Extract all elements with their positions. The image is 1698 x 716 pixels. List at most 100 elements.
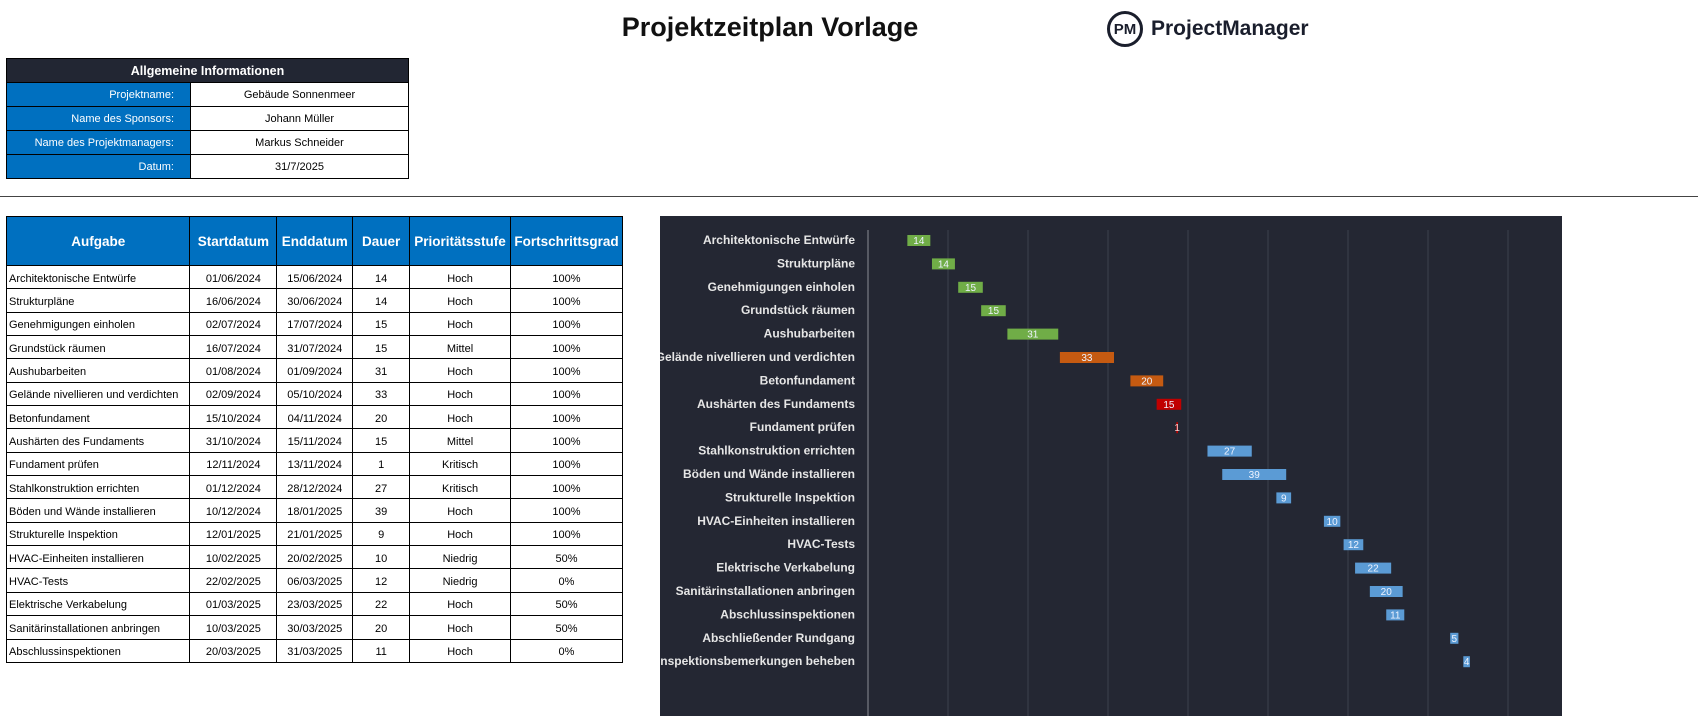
task-name-cell[interactable]: Aushubarbeiten [5,358,191,383]
task-name-cell[interactable]: Gelände nivellieren und verdichten [5,381,191,407]
end-date-cell[interactable]: 06/03/2025 [276,568,354,593]
start-date-cell[interactable]: 01/12/2024 [189,475,278,500]
duration-cell[interactable]: 20 [352,405,411,430]
priority-cell[interactable]: Hoch [409,591,511,617]
task-bar[interactable] [1463,656,1470,668]
progress-cell[interactable]: 50% [510,615,623,640]
duration-cell[interactable]: 11 [352,638,411,663]
info-value[interactable]: Gebäude Sonnenmeer [190,82,409,107]
end-date-cell[interactable]: 05/10/2024 [276,381,354,407]
duration-cell[interactable]: 27 [352,475,411,500]
start-date-cell[interactable]: 16/06/2024 [189,288,278,313]
start-date-cell[interactable]: 12/01/2025 [189,521,278,547]
priority-cell[interactable]: Kritisch [409,475,511,500]
task-name-cell[interactable]: HVAC-Tests [5,568,191,593]
info-value[interactable]: 31/7/2025 [190,154,409,179]
start-date-cell[interactable]: 10/02/2025 [189,545,278,570]
task-name-cell[interactable]: Architektonische Entwürfe [5,264,191,290]
task-bar[interactable] [1355,562,1392,574]
priority-cell[interactable]: Mittel [409,428,511,453]
end-date-cell[interactable]: 28/12/2024 [276,475,354,500]
duration-cell[interactable]: 20 [352,615,411,640]
end-date-cell[interactable]: 18/01/2025 [276,498,354,523]
progress-cell[interactable]: 100% [510,475,623,500]
end-date-cell[interactable]: 31/03/2025 [276,638,354,663]
priority-cell[interactable]: Niedrig [409,545,511,570]
task-bar[interactable] [1207,445,1252,457]
progress-cell[interactable]: 100% [510,311,623,337]
task-name-cell[interactable]: Strukturelle Inspektion [5,521,191,547]
end-date-cell[interactable]: 17/07/2024 [276,311,354,337]
start-date-cell[interactable]: 02/07/2024 [189,311,278,337]
task-bar[interactable] [1176,422,1178,434]
priority-cell[interactable]: Hoch [409,381,511,407]
end-date-cell[interactable]: 20/02/2025 [276,545,354,570]
task-name-cell[interactable]: Genehmigungen einholen [5,311,191,337]
duration-cell[interactable]: 14 [352,264,411,290]
duration-cell[interactable]: 33 [352,381,411,407]
task-name-cell[interactable]: HVAC-Einheiten installieren [5,545,191,570]
priority-cell[interactable]: Hoch [409,405,511,430]
duration-cell[interactable]: 14 [352,288,411,313]
end-date-cell[interactable]: 31/07/2024 [276,335,354,360]
start-date-cell[interactable]: 31/10/2024 [189,428,278,453]
progress-cell[interactable]: 100% [510,264,623,290]
start-date-cell[interactable]: 20/03/2025 [189,638,278,663]
start-date-cell[interactable]: 16/07/2024 [189,335,278,360]
duration-cell[interactable]: 15 [352,311,411,337]
end-date-cell[interactable]: 30/06/2024 [276,288,354,313]
priority-cell[interactable]: Hoch [409,638,511,663]
progress-cell[interactable]: 100% [510,405,623,430]
task-bar[interactable] [1276,492,1292,504]
progress-cell[interactable]: 50% [510,545,623,570]
task-name-cell[interactable]: Stahlkonstruktion errichten [5,475,191,500]
info-value[interactable]: Johann Müller [190,106,409,131]
duration-cell[interactable]: 1 [352,451,411,477]
progress-cell[interactable]: 100% [510,451,623,477]
start-date-cell[interactable]: 01/08/2024 [189,358,278,383]
task-name-cell[interactable]: Elektrische Verkabelung [5,591,191,617]
end-date-cell[interactable]: 23/03/2025 [276,591,354,617]
start-date-cell[interactable]: 10/03/2025 [189,615,278,640]
end-date-cell[interactable]: 13/11/2024 [276,451,354,477]
task-name-cell[interactable]: Fundament prüfen [5,451,191,477]
task-bar[interactable] [1450,632,1459,644]
progress-cell[interactable]: 0% [510,638,623,663]
task-bar[interactable] [1007,328,1059,340]
progress-cell[interactable]: 100% [510,428,623,453]
priority-cell[interactable]: Hoch [409,358,511,383]
priority-cell[interactable]: Niedrig [409,568,511,593]
priority-cell[interactable]: Hoch [409,498,511,523]
priority-cell[interactable]: Hoch [409,521,511,547]
duration-cell[interactable]: 12 [352,568,411,593]
task-bar[interactable] [1130,375,1164,387]
task-name-cell[interactable]: Aushärten des Fundaments [5,428,191,453]
task-name-cell[interactable]: Grundstück räumen [5,335,191,360]
start-date-cell[interactable]: 10/12/2024 [189,498,278,523]
end-date-cell[interactable]: 15/11/2024 [276,428,354,453]
progress-cell[interactable]: 100% [510,288,623,313]
duration-cell[interactable]: 15 [352,335,411,360]
duration-cell[interactable]: 22 [352,591,411,617]
task-bar[interactable] [907,235,931,246]
info-value[interactable]: Markus Schneider [190,130,409,155]
task-name-cell[interactable]: Betonfundament [5,405,191,430]
task-bar[interactable] [931,258,955,270]
priority-cell[interactable]: Kritisch [409,451,511,477]
priority-cell[interactable]: Mittel [409,335,511,360]
progress-cell[interactable]: 100% [510,498,623,523]
task-name-cell[interactable]: Strukturpläne [5,288,191,313]
progress-cell[interactable]: 100% [510,381,623,407]
task-name-cell[interactable]: Sanitärinstallationen anbringen [5,615,191,640]
task-bar[interactable] [981,305,1006,317]
task-bar[interactable] [1369,586,1403,597]
duration-cell[interactable]: 9 [352,521,411,547]
end-date-cell[interactable]: 15/06/2024 [276,264,354,290]
end-date-cell[interactable]: 01/09/2024 [276,358,354,383]
duration-cell[interactable]: 39 [352,498,411,523]
task-bar[interactable] [1386,609,1405,621]
start-date-cell[interactable]: 22/02/2025 [189,568,278,593]
task-bar[interactable] [1059,352,1114,363]
duration-cell[interactable]: 31 [352,358,411,383]
progress-cell[interactable]: 50% [510,591,623,617]
